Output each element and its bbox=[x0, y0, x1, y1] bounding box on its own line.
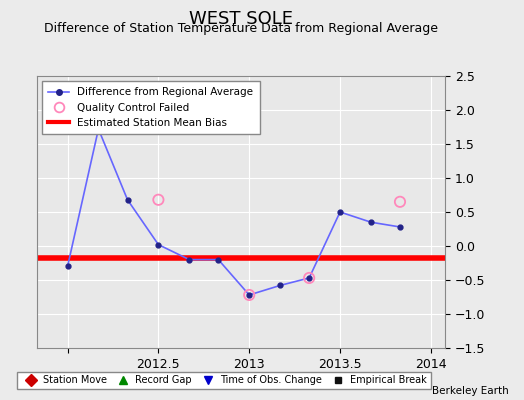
Point bbox=[154, 196, 162, 203]
Text: Difference of Station Temperature Data from Regional Average: Difference of Station Temperature Data f… bbox=[44, 22, 438, 35]
Point bbox=[245, 292, 254, 298]
Text: Berkeley Earth: Berkeley Earth bbox=[432, 386, 508, 396]
Legend: Station Move, Record Gap, Time of Obs. Change, Empirical Break: Station Move, Record Gap, Time of Obs. C… bbox=[17, 372, 431, 389]
Text: WEST SOLE: WEST SOLE bbox=[189, 10, 293, 28]
Point bbox=[396, 199, 404, 205]
Point bbox=[94, 126, 103, 132]
Point bbox=[305, 275, 313, 281]
